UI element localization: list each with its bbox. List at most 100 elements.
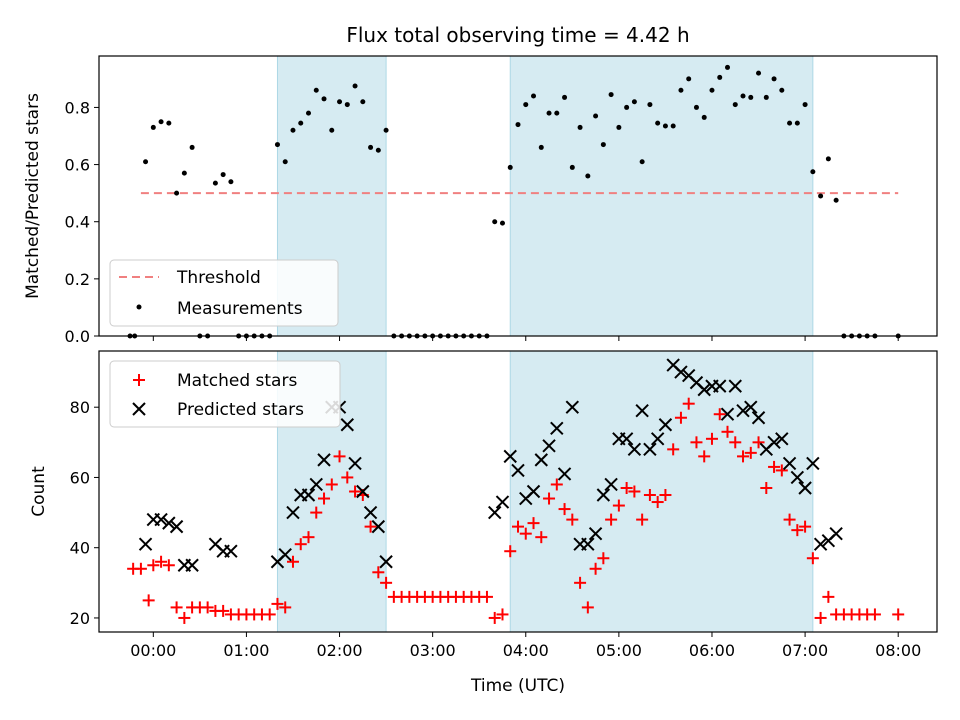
predicted-star-point [301,488,316,502]
top-y-tick-label: 0.8 [65,98,90,117]
predicted-star-point [557,467,572,481]
predicted-star-point [674,365,688,379]
bottom-y-axis: 20 40 60 80 [70,398,99,628]
top-legend: Threshold Measurements [109,259,339,327]
top-y-axis-label: Matched/Predicted stars [23,93,43,299]
predicted-star-point [309,477,323,492]
predicted-star-point [348,456,362,471]
measurement-point [383,127,389,133]
matched-star-point [333,450,346,463]
measurement-point [624,104,630,110]
matched-star-point [744,446,757,459]
matched-star-point [302,531,315,544]
predicted-star-point [286,505,300,520]
measurement-point [825,156,831,162]
matched-star-point [286,555,299,568]
matched-star-point [612,499,625,512]
measurement-point [274,142,280,148]
matched-star-point [527,517,540,530]
matched-star-point [318,492,331,505]
legend-predicted-label: Predicted stars [177,400,304,420]
measurement-point [662,123,668,129]
matched-star-point [263,608,276,621]
predicted-star-point [317,453,331,467]
predicted-star-point [650,432,665,446]
predicted-star-point [488,505,502,520]
matched-star-point [271,597,284,610]
predicted-star-point [643,442,657,457]
matched-star-point [279,601,292,614]
matched-star-point [806,552,819,565]
predicted-star-point [278,548,292,562]
top-y-tick-label: 0.4 [65,213,90,232]
measurement-point [492,219,498,225]
matched-star-point [605,513,618,526]
measurement-point [337,99,343,105]
measurement-point [212,180,218,186]
matched-star-point [325,478,338,491]
matched-star-point [698,450,711,463]
matched-star-point [667,443,680,456]
matched-star-point [372,566,385,579]
measurement-point [228,179,234,185]
measurement-point [709,87,715,93]
measurement-point [368,144,374,150]
matched-star-point [349,485,362,498]
measurements-series [127,64,901,339]
matched-star-point [721,425,734,438]
predicted-star-point [697,382,711,397]
matched-star-point [768,460,781,473]
matched-star-point [142,594,155,607]
predicted-star-point [767,435,781,450]
measurement-point [833,197,839,203]
measurement-point [616,124,622,130]
measurement-point [352,83,358,89]
measurement-point [779,87,785,93]
predicted-star-point [744,400,758,414]
top-shaded-intervals [276,55,814,337]
matched-star-point [659,489,672,502]
measurement-point [794,120,800,126]
measurement-point [701,114,707,120]
matched-star-point [783,513,796,526]
measurement-point [344,102,350,108]
predicted-star-point [775,432,789,446]
measurement-point [321,96,327,102]
measurement-point [748,94,754,100]
top-panel-frame [98,55,938,337]
matched-star-point [791,524,804,537]
matched-star-point [341,471,354,484]
measurement-point [756,70,762,76]
measurement-point [306,110,311,116]
x-axis-label: Time (UTC) [470,676,565,696]
top-shaded-interval-2 [509,55,814,337]
measurement-point [678,87,684,93]
bottom-shaded-interval-2 [509,350,814,633]
measurement-point [740,93,746,99]
measurement-point [538,144,544,150]
measurement-point [220,172,226,178]
matched-star-point [737,450,750,463]
predicted-star-point [542,439,556,453]
x-tick-label: 06:00 [689,641,735,660]
matched-star-point [597,552,610,565]
top-y-tick-label: 0.2 [65,270,90,289]
matched-star-point [690,436,703,449]
measurement-point [554,110,560,116]
measurement-point [181,170,187,176]
measurement-point [732,102,738,108]
matched-star-point [868,608,881,621]
legend-measurements-swatch [136,304,142,310]
measurement-point [763,94,769,100]
predicted-star-point [751,411,766,425]
legend-matched-swatch [133,374,145,386]
x-tick-label: 08:00 [875,641,921,660]
measurement-point [585,173,591,179]
predicted-star-point [728,379,742,393]
matched-star-point [155,555,168,568]
predicted-star-point [154,512,168,527]
measurement-point [670,123,676,129]
measurement-point [375,147,381,153]
chart-title: Flux total observing time = 4.42 h [346,23,689,47]
